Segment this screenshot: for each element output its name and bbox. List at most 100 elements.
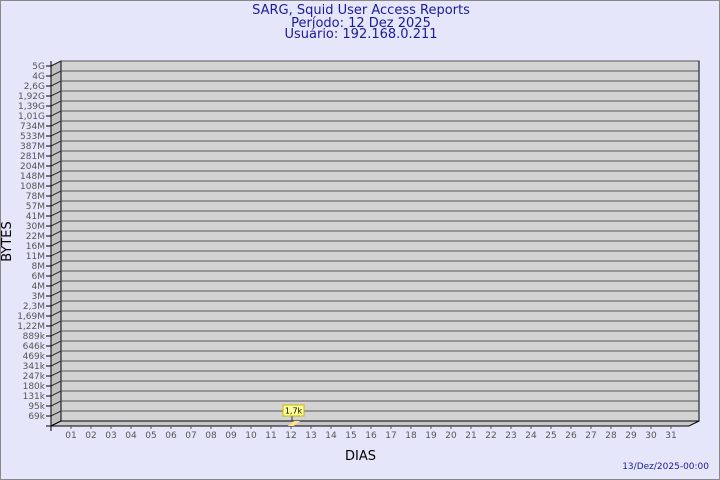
- x-tick-label: 16: [365, 431, 377, 441]
- y-tick-label: 8M: [32, 262, 46, 272]
- gridline-side: [50, 410, 62, 417]
- gridline-side: [50, 390, 62, 397]
- x-tick-label: 06: [165, 431, 177, 441]
- y-tick-label: 247k: [23, 372, 46, 382]
- x-tick-label: 15: [345, 431, 356, 441]
- bar-day-12: [288, 421, 300, 426]
- x-tick-label: 24: [525, 431, 537, 441]
- gridline-side: [50, 260, 62, 267]
- gridline-side: [50, 200, 62, 207]
- x-tick-label: 12: [285, 431, 296, 441]
- y-tick-label: 281M: [20, 152, 45, 162]
- y-tick-label: 734M: [20, 122, 45, 132]
- x-tick-label: 29: [625, 431, 637, 441]
- y-tick-label: 2,3M: [23, 302, 45, 312]
- data-label-box: [282, 404, 305, 417]
- x-tick-label: 21: [465, 431, 476, 441]
- x-tick-label: 17: [385, 431, 396, 441]
- chart-title: SARG, Squid User Access Reports: [252, 3, 470, 18]
- x-tick-label: 04: [125, 431, 137, 441]
- x-tick-label: 08: [205, 431, 217, 441]
- x-tick-label: 18: [405, 431, 417, 441]
- x-tick-label: 26: [565, 431, 577, 441]
- y-tick-label: 387M: [20, 142, 45, 152]
- y-tick-label: 1,01G: [18, 112, 45, 122]
- x-tick-label: 11: [265, 431, 276, 441]
- gridline-side: [50, 300, 62, 307]
- gridline-side: [50, 130, 62, 137]
- gridline-side: [50, 180, 62, 187]
- gridline-side: [50, 230, 62, 237]
- x-tick-label: 22: [485, 431, 496, 441]
- x-tick-label: 27: [585, 431, 596, 441]
- x-tick-label: 10: [245, 431, 257, 441]
- gridline-side: [50, 310, 62, 317]
- gridline-side: [50, 380, 62, 387]
- x-tick-label: 07: [185, 431, 196, 441]
- y-tick-label: 469k: [23, 352, 46, 362]
- x-tick-label: 31: [665, 431, 676, 441]
- gridline-side: [50, 250, 62, 257]
- gridline-side: [50, 70, 62, 77]
- gridline-side: [50, 150, 62, 157]
- x-tick-label: 09: [225, 431, 237, 441]
- y-tick-label: 108M: [20, 182, 45, 192]
- x-tick-label: 02: [85, 431, 96, 441]
- y-tick-label: 180k: [23, 382, 46, 392]
- y-tick-label: 57M: [26, 202, 45, 212]
- y-tick-label: 1,69M: [17, 312, 45, 322]
- y-tick-label: 6M: [32, 272, 46, 282]
- x-tick-label: 23: [505, 431, 516, 441]
- y-tick-label: 4M: [32, 282, 46, 292]
- y-tick-label: 69k: [28, 412, 45, 422]
- y-tick-label: 131k: [23, 392, 46, 402]
- y-tick-label: 533M: [20, 132, 45, 142]
- y-tick-label: 4G: [32, 72, 45, 82]
- gridline-side: [50, 100, 62, 107]
- period-label: Período: 12 Dez 2025: [291, 16, 431, 31]
- gridline-side: [50, 280, 62, 287]
- gridline-side: [50, 320, 62, 327]
- x-tick-label: 05: [145, 431, 156, 441]
- gridline-side: [50, 60, 62, 67]
- y-tick-label: 5G: [32, 62, 45, 72]
- gridline-side: [50, 330, 62, 337]
- x-tick-label: 30: [645, 431, 657, 441]
- y-tick-label: 204M: [20, 162, 45, 172]
- y-tick-label: 1,22M: [17, 322, 45, 332]
- gridline-side: [50, 80, 62, 87]
- gridline-side: [50, 400, 62, 407]
- y-tick-label: 95k: [28, 402, 45, 412]
- gridline-side: [50, 110, 62, 117]
- x-tick-label: 01: [65, 431, 76, 441]
- y-tick-label: 11M: [26, 252, 45, 262]
- y-tick-label: 30M: [26, 222, 45, 232]
- y-tick-label: 148M: [20, 172, 45, 182]
- gridline-side: [50, 360, 62, 367]
- timestamp: 13/Dez/2025-00:00: [622, 462, 709, 472]
- gridline-side: [50, 240, 62, 247]
- y-tick-label: 1,39G: [18, 102, 45, 112]
- y-tick-label: 41M: [26, 212, 45, 222]
- y-tick-label: 1,92G: [18, 92, 45, 102]
- gridline-side: [50, 140, 62, 147]
- x-tick-label: 20: [445, 431, 457, 441]
- data-label: 1,7k: [285, 407, 303, 416]
- gridline-side: [50, 210, 62, 217]
- y-tick-label: 22M: [26, 232, 45, 242]
- y-tick-label: 16M: [26, 242, 45, 252]
- x-tick-label: 25: [545, 431, 556, 441]
- gridline-side: [50, 370, 62, 377]
- gridline-side: [50, 90, 62, 97]
- user-label: Usuário: 192.168.0.211: [284, 27, 438, 42]
- y-tick-label: 341k: [23, 362, 46, 372]
- gridline-side: [50, 170, 62, 177]
- y-tick-label: 3M: [32, 292, 46, 302]
- x-tick-label: 13: [305, 431, 316, 441]
- gridline-side: [50, 220, 62, 227]
- y-tick-label: 78M: [26, 192, 45, 202]
- gridline-side: [50, 190, 62, 197]
- floor: [50, 420, 700, 427]
